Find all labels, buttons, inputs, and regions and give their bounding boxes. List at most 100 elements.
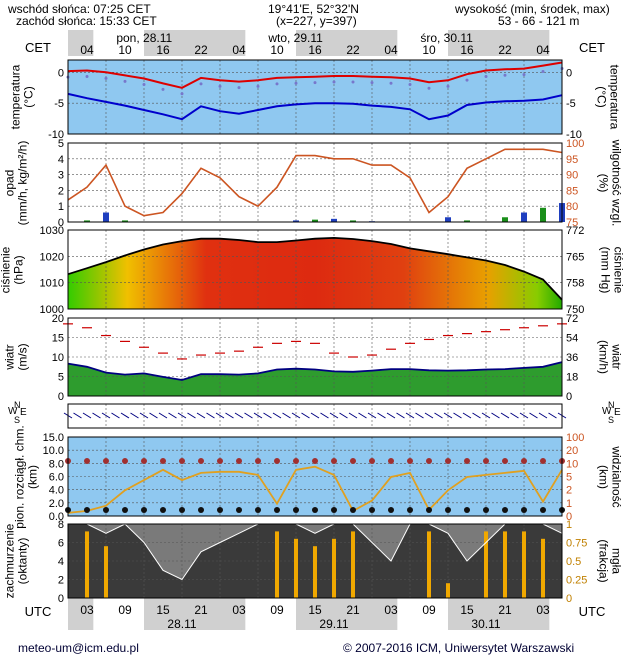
precip-ytick-right-0: 75 bbox=[566, 217, 578, 229]
bottom-hour-label-6: 15 bbox=[308, 603, 322, 617]
precip-bar-25 bbox=[540, 207, 546, 222]
cloud-low-point-13 bbox=[312, 507, 318, 513]
top-hour-label-10: 16 bbox=[460, 43, 474, 57]
precip-bar-1 bbox=[84, 220, 90, 222]
timezone-bottom-left: UTC bbox=[25, 604, 52, 619]
arrows-compass-w-left: W bbox=[8, 406, 18, 417]
bottom-hour-label-8: 03 bbox=[384, 603, 398, 617]
cloud-low-point-7 bbox=[198, 507, 204, 513]
precip-bar-20 bbox=[445, 217, 451, 222]
bottom-strip-night-2 bbox=[296, 598, 398, 630]
precip-bar-12 bbox=[293, 220, 299, 222]
cloud-high-point-16 bbox=[369, 458, 375, 464]
cloud-high-point-15 bbox=[350, 458, 356, 464]
cloud-low-point-14 bbox=[331, 507, 337, 513]
fog-bar-20 bbox=[446, 583, 450, 598]
bottom-strip-night-1 bbox=[144, 598, 246, 630]
wind-arrow-1.5 bbox=[73, 412, 82, 419]
temp-perceived-point-16 bbox=[370, 81, 374, 85]
arrows-compass-s-right: S bbox=[608, 415, 614, 425]
visibility-line bbox=[67, 465, 563, 514]
top-strip-night-0 bbox=[68, 30, 94, 56]
wind-arrow-52.5 bbox=[396, 412, 405, 419]
temp-perceived-point-21 bbox=[465, 78, 469, 82]
cloud-high-point-22 bbox=[483, 458, 489, 464]
precip-ytick-left-0: 0 bbox=[58, 217, 64, 229]
cloud-low-point-11 bbox=[274, 507, 280, 513]
wind-arrow-72 bbox=[519, 412, 529, 419]
top-hour-label-1: 10 bbox=[118, 43, 132, 57]
wind-arrow-70.5 bbox=[510, 412, 519, 419]
top-day-label-2: śro, 30.11 bbox=[420, 31, 473, 45]
cloud-high-point-19 bbox=[426, 458, 432, 464]
wind-arrow-10.5 bbox=[130, 412, 139, 419]
arrows-compass-s-left: S bbox=[14, 415, 20, 425]
wind-arrow-69 bbox=[500, 412, 510, 419]
wind-arrow-63 bbox=[462, 412, 472, 419]
cloud-ytick-right-4: 1 bbox=[566, 519, 572, 531]
temp-perceived-point-15 bbox=[351, 80, 355, 84]
cloud-frame bbox=[67, 523, 563, 599]
cloud-low-point-5 bbox=[160, 507, 166, 513]
wind-arrow-34.5 bbox=[282, 412, 291, 419]
temp-perceived-point-5 bbox=[161, 87, 165, 91]
cloud-high-point-2 bbox=[103, 458, 109, 464]
visibility-ylabel-right-line0: (km) bbox=[597, 465, 611, 489]
cloud-low-point-17 bbox=[388, 507, 394, 513]
precip-bar-2 bbox=[103, 212, 109, 222]
temp-perceived-point-10 bbox=[256, 84, 260, 88]
pressure-line bbox=[67, 236, 563, 301]
wind-arrow-73.5 bbox=[529, 412, 538, 419]
wind-arrow-24 bbox=[215, 412, 225, 419]
wind-arrow-76.5 bbox=[548, 412, 557, 419]
elevation-label: wysokość (min, środek, max) bbox=[455, 2, 610, 16]
cloud-low-point-3 bbox=[122, 507, 128, 513]
cloud-ylabel-right-line0: (frakcja) bbox=[597, 539, 611, 582]
cloud-high-point-6 bbox=[179, 458, 185, 464]
cloud-low-point-12 bbox=[293, 507, 299, 513]
cloud-high-point-13 bbox=[312, 458, 318, 464]
precip-ylabel-left-line1: (mm/h, kg/m²/h) bbox=[16, 141, 30, 226]
fog-bar-14 bbox=[332, 538, 336, 598]
fog-bar-15 bbox=[351, 531, 355, 598]
top-day-label-0: pon, 28.11 bbox=[116, 31, 172, 45]
wind-arrow-6 bbox=[101, 412, 111, 419]
precip-ytick-left-3: 3 bbox=[58, 170, 64, 182]
temp-ytick-right-1: -5 bbox=[566, 98, 576, 110]
visibility-ylabel-left-line1: (km) bbox=[26, 465, 40, 489]
precip-ylabel-right-line1: wilgotność wzgl. bbox=[610, 139, 624, 227]
top-hour-label-7: 22 bbox=[346, 43, 360, 57]
cloud-ylabel-left-line0: zachmurzenie bbox=[3, 523, 17, 598]
wind-arrow-4.5 bbox=[92, 412, 101, 419]
timezone-top-right: CET bbox=[579, 40, 605, 55]
timezone-bottom-right: UTC bbox=[579, 604, 606, 619]
fog-bar-1 bbox=[85, 531, 89, 598]
pressure-ylabel-right-line1: ciśnienie bbox=[612, 247, 626, 294]
cloud-high-point-3 bbox=[122, 458, 128, 464]
wind-arrow-54 bbox=[405, 412, 415, 419]
cloud-low-point-1 bbox=[84, 507, 90, 513]
precip-ytick-right-3: 90 bbox=[566, 170, 578, 182]
top-day-label-1: wto, 29.11 bbox=[267, 31, 323, 45]
bottom-day-label-2: 30.11 bbox=[471, 617, 500, 631]
wind-speed-line bbox=[67, 361, 563, 381]
visibility-ytick-right-5: 20 bbox=[566, 445, 578, 457]
bottom-hour-label-0: 03 bbox=[80, 603, 94, 617]
top-hour-label-0: 04 bbox=[80, 43, 94, 57]
top-hour-label-11: 22 bbox=[498, 43, 512, 57]
temp-perceived-point-19 bbox=[427, 86, 431, 90]
wind-arrow-36 bbox=[291, 412, 301, 419]
wind-arrow-40.5 bbox=[320, 412, 329, 419]
wind-arrow-30 bbox=[253, 412, 263, 419]
fog-bar-25 bbox=[541, 538, 545, 598]
wind-arrow-67.5 bbox=[491, 412, 500, 419]
footer-email[interactable]: meteo-um@icm.edu.pl bbox=[18, 641, 139, 655]
wind-arrow-13.5 bbox=[149, 412, 158, 419]
precip-bar-14 bbox=[331, 218, 337, 222]
visibility-ytick-left-0: 0.0 bbox=[49, 511, 64, 523]
wind-arrow-19.5 bbox=[187, 412, 196, 419]
wind-arrow-9 bbox=[120, 412, 130, 419]
cloud-ytick-right-1: 0.25 bbox=[566, 575, 587, 587]
grid-text: (x=227, y=397) bbox=[276, 14, 357, 28]
cloud-high-point-14 bbox=[331, 458, 337, 464]
